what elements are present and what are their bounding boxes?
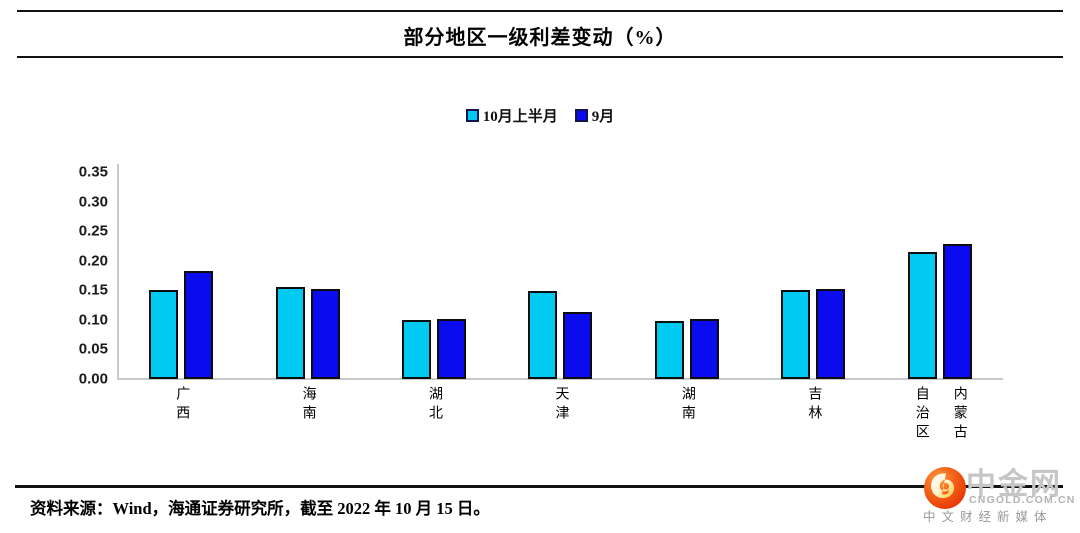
bar xyxy=(816,288,846,379)
y-tick-label: 0.25 xyxy=(78,222,108,240)
legend-item: 10月上半月 xyxy=(465,105,558,126)
x-label-cell: 湖南 xyxy=(624,386,750,444)
bar xyxy=(402,319,432,379)
bar xyxy=(689,318,719,379)
top-rule xyxy=(17,10,1063,12)
x-axis-label: 湖北 xyxy=(427,386,443,424)
cngold-domain-text: CNGOLD.COM.CN xyxy=(969,494,1076,506)
bar xyxy=(942,244,972,379)
y-tick-label: 0.15 xyxy=(78,281,108,299)
bar-group xyxy=(371,172,497,379)
y-tick-label: 0.30 xyxy=(78,193,108,211)
bar-group xyxy=(244,172,370,379)
bar xyxy=(437,318,467,379)
page-title: 部分地区一级利差变动（%） xyxy=(403,27,677,49)
bar xyxy=(184,271,214,379)
x-label-cell: 吉林 xyxy=(750,386,876,444)
bar-group xyxy=(624,172,750,379)
bar-group xyxy=(497,172,623,379)
chart-legend: 10月上半月 9月 xyxy=(0,105,1080,126)
footer-rule xyxy=(15,485,1063,488)
bar xyxy=(528,291,558,379)
bar xyxy=(907,251,937,379)
bar xyxy=(781,290,811,379)
legend-swatch-icon xyxy=(574,109,588,122)
bar xyxy=(563,312,593,379)
legend-label: 10月上半月 xyxy=(482,109,558,125)
x-label-cell: 海南 xyxy=(244,386,370,444)
y-tick-label: 0.35 xyxy=(78,163,108,181)
y-tick-label: 0.20 xyxy=(78,252,108,270)
bar-group xyxy=(877,172,1003,379)
source-note: 资料来源：Wind，海通证券研究所，截至 2022 年 10 月 15 日。 xyxy=(30,499,490,518)
x-axis-labels: 广西 海南 湖北 天津 湖南 吉林 内蒙古自治区 xyxy=(118,386,1003,444)
x-label-cell: 天津 xyxy=(497,386,623,444)
bar-group xyxy=(118,172,244,379)
x-axis-label: 吉林 xyxy=(806,386,822,424)
y-tick-label: 0.10 xyxy=(78,311,108,329)
x-axis-label: 天津 xyxy=(553,386,569,424)
x-axis-line xyxy=(117,378,1003,380)
plot-area xyxy=(118,172,1003,379)
bar xyxy=(310,289,340,379)
x-axis-label: 内蒙古自治区 xyxy=(913,386,967,443)
y-axis-line xyxy=(117,164,119,380)
x-axis-label: 广西 xyxy=(174,386,190,424)
bar-group xyxy=(750,172,876,379)
bar xyxy=(654,321,684,379)
cngold-logo-icon xyxy=(924,467,966,509)
y-tick-label: 0.05 xyxy=(78,340,108,358)
x-axis-label: 湖南 xyxy=(679,386,695,424)
x-label-cell: 湖北 xyxy=(371,386,497,444)
cngold-brand-text: 中金网 xyxy=(966,467,1062,502)
x-label-cell: 内蒙古自治区 xyxy=(877,386,1003,444)
legend-swatch-icon xyxy=(465,109,479,122)
legend-label: 9月 xyxy=(591,109,615,125)
x-label-cell: 广西 xyxy=(118,386,244,444)
bar xyxy=(149,290,179,379)
legend-item: 9月 xyxy=(574,105,615,126)
y-tick-label: 0.00 xyxy=(78,370,108,388)
cngold-tagline-text: 中文财经新媒体 xyxy=(923,510,1053,524)
bar xyxy=(275,287,305,379)
x-axis-label: 海南 xyxy=(300,386,316,424)
title-bottom-rule xyxy=(17,56,1063,58)
